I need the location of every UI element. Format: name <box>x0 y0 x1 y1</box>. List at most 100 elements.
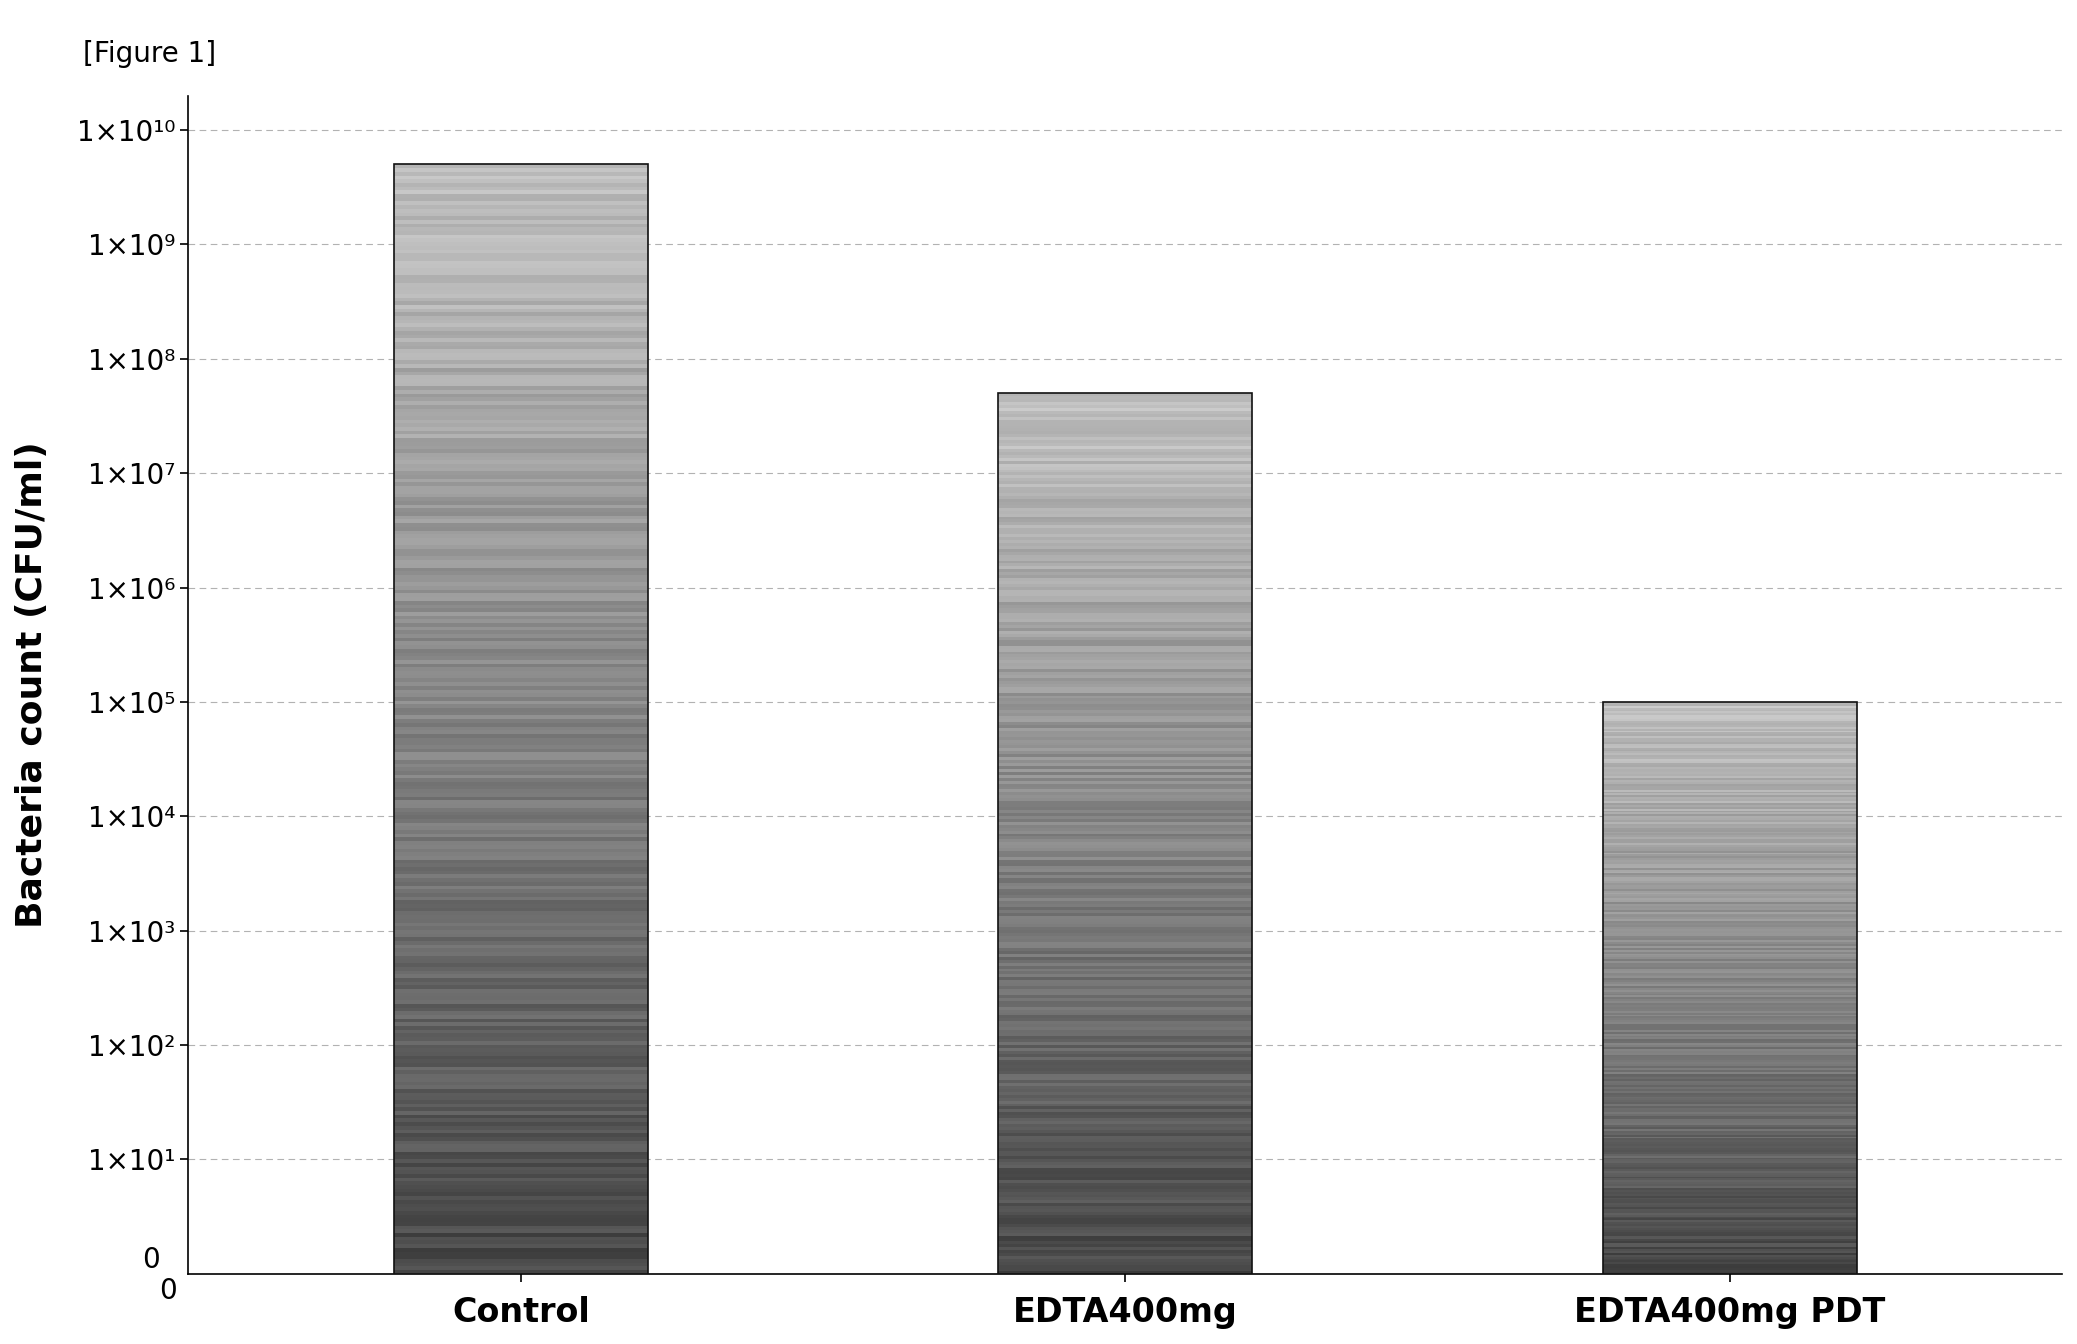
Bar <box>395 1034 648 1038</box>
Bar <box>395 1259 648 1262</box>
Bar <box>395 216 648 220</box>
Bar <box>395 516 648 520</box>
Bar <box>999 1230 1252 1232</box>
Bar <box>395 804 648 808</box>
Bar <box>1603 997 1857 1000</box>
Bar <box>999 851 1252 853</box>
Bar <box>395 438 648 442</box>
Bar <box>999 1012 1252 1016</box>
Bar <box>395 564 648 567</box>
Bar <box>1603 1116 1857 1117</box>
Bar <box>1603 1196 1857 1198</box>
Bar <box>999 710 1252 714</box>
Bar <box>999 1036 1252 1039</box>
Bar <box>1603 704 1857 706</box>
Bar <box>999 1095 1252 1098</box>
Bar <box>395 1262 648 1266</box>
Bar <box>1603 895 1857 896</box>
Bar <box>395 1030 648 1034</box>
Bar <box>395 238 648 242</box>
Bar <box>395 360 648 364</box>
Bar <box>395 353 648 356</box>
Bar <box>999 749 1252 751</box>
Bar <box>395 309 648 312</box>
Bar <box>1603 833 1857 836</box>
Bar <box>395 852 648 856</box>
Bar <box>1603 911 1857 914</box>
Bar <box>1603 965 1857 966</box>
Bar <box>1603 989 1857 992</box>
Bar <box>999 578 1252 581</box>
Bar <box>999 1118 1252 1121</box>
Bar <box>395 1152 648 1156</box>
Bar <box>395 508 648 512</box>
Bar <box>1603 1042 1857 1043</box>
Bar <box>999 426 1252 429</box>
Bar <box>999 634 1252 637</box>
Bar <box>395 579 648 582</box>
Bar <box>395 1089 648 1093</box>
Bar <box>395 1107 648 1111</box>
Bar <box>1603 1051 1857 1052</box>
Bar <box>395 1055 648 1059</box>
Bar <box>999 449 1252 452</box>
Bar <box>999 399 1252 402</box>
Bar <box>999 1086 1252 1089</box>
Bar <box>1603 1152 1857 1153</box>
Bar <box>395 715 648 719</box>
Bar <box>1603 1079 1857 1082</box>
Bar <box>999 828 1252 831</box>
Bar <box>999 1200 1252 1203</box>
Bar <box>395 474 648 478</box>
Bar <box>999 1203 1252 1207</box>
Bar <box>395 390 648 394</box>
Bar <box>1603 862 1857 864</box>
Bar <box>1603 1097 1857 1098</box>
Bar <box>999 1173 1252 1177</box>
Bar <box>1603 1091 1857 1093</box>
Bar <box>1603 1207 1857 1210</box>
Bar <box>1603 902 1857 905</box>
Bar <box>999 493 1252 496</box>
Bar <box>395 749 648 753</box>
Bar <box>395 164 648 168</box>
Bar <box>1603 1025 1857 1028</box>
Bar <box>395 878 648 882</box>
Bar <box>395 845 648 848</box>
Bar <box>395 1048 648 1052</box>
Bar <box>999 602 1252 605</box>
Bar <box>999 853 1252 857</box>
Bar <box>1603 878 1857 879</box>
Bar <box>395 934 648 937</box>
Bar <box>1603 1228 1857 1230</box>
Bar <box>1603 1105 1857 1106</box>
Bar <box>395 1188 648 1192</box>
Bar <box>999 808 1252 810</box>
Bar <box>1603 984 1857 986</box>
Bar <box>1603 1055 1857 1056</box>
Bar <box>395 759 648 763</box>
Bar <box>999 816 1252 818</box>
Bar <box>395 818 648 823</box>
Bar <box>395 871 648 875</box>
Bar <box>395 1023 648 1025</box>
Bar <box>1603 806 1857 809</box>
Bar <box>1603 1016 1857 1019</box>
Bar <box>395 675 648 679</box>
Bar <box>999 925 1252 927</box>
Bar <box>1603 746 1857 747</box>
Bar <box>1603 969 1857 970</box>
Bar <box>395 183 648 187</box>
Bar <box>999 1121 1252 1124</box>
Bar <box>1603 1267 1857 1270</box>
Bar <box>1603 950 1857 952</box>
Bar <box>1603 728 1857 731</box>
Bar <box>999 833 1252 836</box>
Bar <box>1603 964 1857 965</box>
Bar <box>1603 960 1857 961</box>
Bar <box>1603 976 1857 978</box>
Bar <box>1603 742 1857 743</box>
Bar <box>999 1245 1252 1247</box>
Bar <box>395 1226 648 1230</box>
Bar <box>999 707 1252 710</box>
